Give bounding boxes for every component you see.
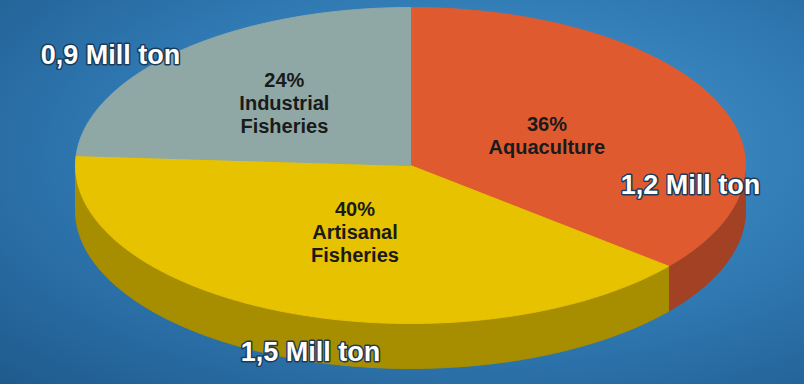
svg-text:1,2 Mill ton1.2: 1,2 Mill ton1.2: [621, 170, 761, 200]
svg-text:0,9 Mill ton0.9: 0,9 Mill ton0.9: [41, 40, 181, 70]
svg-text:36%Aquaculture: 36%Aquaculture: [489, 113, 606, 158]
svg-text:24%IndustrialFisheries: 24%IndustrialFisheries: [239, 69, 329, 137]
svg-text:40%ArtisanalFisheries: 40%ArtisanalFisheries: [311, 198, 399, 266]
svg-text:1,5 Mill ton1.5: 1,5 Mill ton1.5: [241, 337, 381, 367]
